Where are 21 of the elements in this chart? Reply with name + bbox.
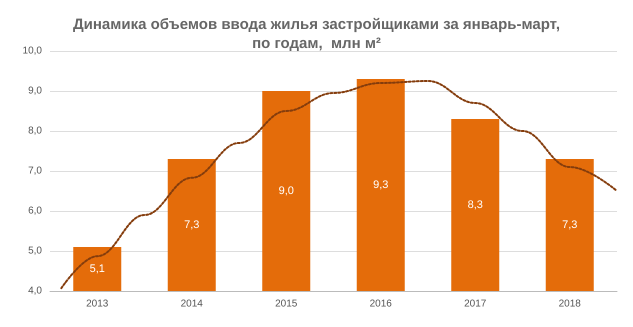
x-tick-label: 2018 (558, 298, 582, 310)
data-label: 9,0 (278, 185, 294, 197)
data-label: 8,3 (468, 199, 483, 211)
y-tick-label: 10,0 (22, 46, 42, 56)
line-series (60, 80, 618, 290)
y-tick-label: 8,0 (28, 126, 42, 136)
x-tick-label: 2016 (370, 298, 392, 310)
data-label: 7,3 (184, 219, 200, 231)
x-tick-label: 2013 (86, 298, 109, 310)
y-tick-label: 6,0 (28, 206, 42, 216)
chart-title: Динамика объемов ввода жилья застройщиками за январь-март, по годам, млн м² (72, 16, 560, 52)
data-label: 9,3 (373, 179, 388, 191)
data-label: 5,1 (90, 263, 105, 275)
x-tick-label: 2017 (464, 298, 487, 310)
y-tick-label: 7,0 (28, 166, 42, 176)
y-tick-label: 9,0 (28, 86, 42, 96)
y-tick-label: 4,0 (28, 286, 42, 296)
x-tick-label: 2015 (275, 298, 298, 310)
y-tick-label: 5,0 (28, 246, 42, 256)
x-tick-label: 2014 (180, 298, 204, 310)
data-label: 7,3 (562, 219, 578, 231)
